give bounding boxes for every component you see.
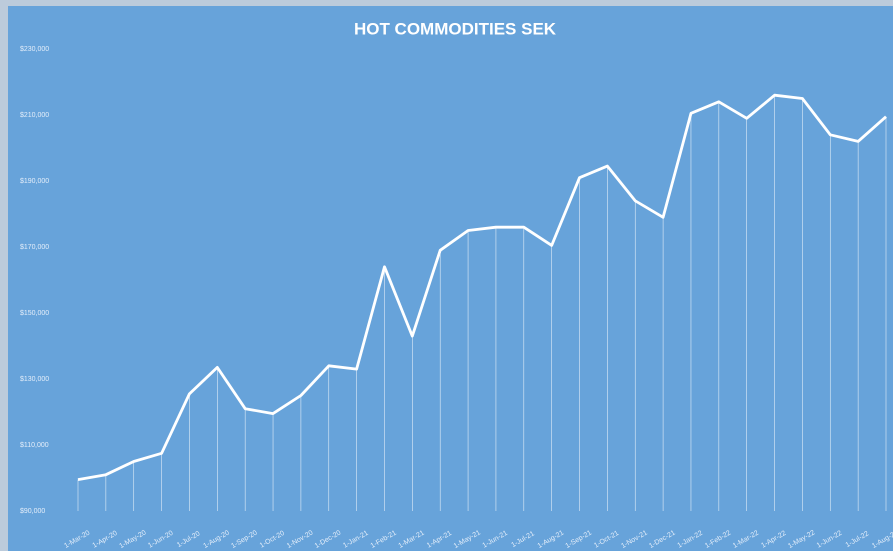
y-tick-label: $190,000 <box>20 178 49 185</box>
chart-title: HOT COMMODITIES SEK <box>354 19 557 38</box>
y-tick-label: $230,000 <box>20 46 49 53</box>
y-tick-label: $110,000 <box>20 442 49 449</box>
y-tick-label: $170,000 <box>20 244 49 251</box>
y-tick-label: $150,000 <box>20 310 49 317</box>
y-tick-label: $130,000 <box>20 376 49 383</box>
data-line <box>77 93 887 481</box>
y-tick-label: $210,000 <box>20 112 49 119</box>
y-tick-label: $90,000 <box>20 508 45 515</box>
chart-area <box>8 6 893 551</box>
